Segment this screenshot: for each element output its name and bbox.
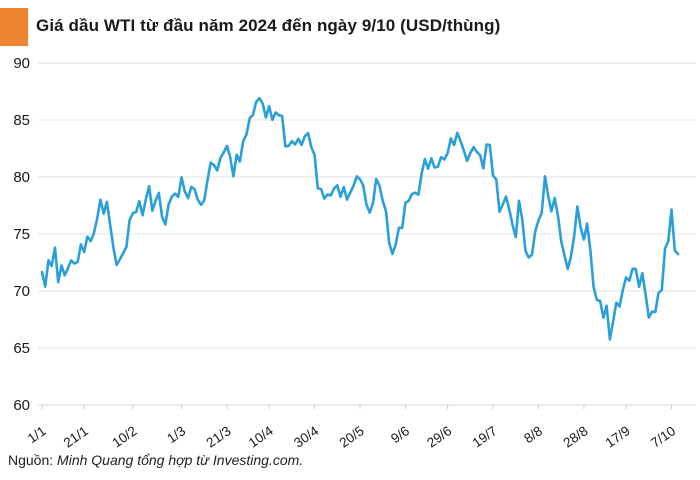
x-axis-tick-label: 17/9 — [603, 423, 633, 448]
y-axis-tick-label: 80 — [13, 169, 30, 186]
y-axis-tick-label: 75 — [13, 226, 30, 243]
y-axis-tick-label: 70 — [13, 283, 30, 300]
x-axis-tick-label: 10/4 — [246, 423, 277, 448]
chart-header: Giá dầu WTI từ đầu năm 2024 đến ngày 9/1… — [0, 0, 700, 52]
x-axis-tick-label: 10/2 — [109, 423, 139, 448]
brand-accent-square — [0, 8, 28, 46]
chart-title: Giá dầu WTI từ đầu năm 2024 đến ngày 9/1… — [36, 16, 501, 35]
x-axis-tick-label: 30/4 — [291, 423, 322, 448]
x-axis-tick-label: 28/8 — [560, 423, 590, 448]
y-axis-tick-label: 85 — [13, 112, 30, 129]
x-axis-tick-label: 20/5 — [337, 423, 367, 448]
x-axis-tick-label: 21/3 — [204, 423, 234, 448]
x-axis-tick-label: 7/10 — [648, 423, 678, 448]
source-text: Minh Quang tổng hợp từ Investing.com. — [53, 452, 304, 468]
wti-price-line-chart: 60 65 70 75 80 85 90 1/1 21/1 10/2 1/3 21/3 10/4 30/4… — [13, 55, 696, 448]
y-axis-tick-label: 60 — [13, 397, 30, 414]
y-axis-tick-label: 65 — [13, 340, 30, 357]
x-axis-tick-label: 21/1 — [61, 423, 91, 448]
x-axis-tick-label: 1/1 — [25, 423, 49, 446]
x-axis-tick-label: 19/7 — [470, 423, 500, 448]
wti-price-series — [40, 96, 680, 341]
x-axis-tick-label: 9/6 — [388, 423, 412, 446]
x-axis-tick-label: 29/6 — [424, 423, 454, 448]
source-prefix: Nguồn: — [8, 452, 54, 468]
x-axis-tick-label: 8/8 — [521, 423, 545, 446]
source-note: Nguồn: Minh Quang tổng hợp từ Investing.… — [8, 452, 303, 468]
x-axis-tick-label: 1/3 — [164, 423, 188, 446]
y-axis-tick-label: 90 — [13, 55, 30, 72]
